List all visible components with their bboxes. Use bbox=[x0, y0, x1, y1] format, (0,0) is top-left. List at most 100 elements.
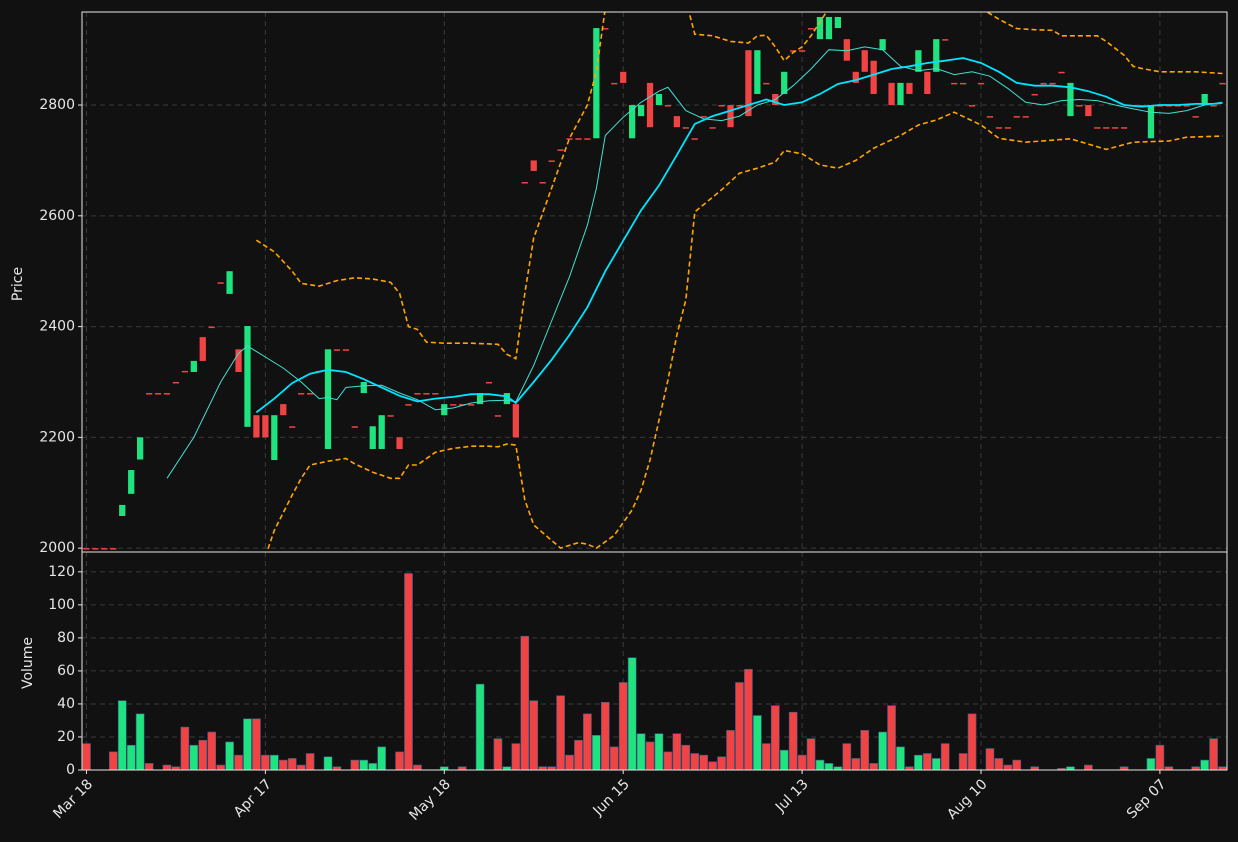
candle bbox=[682, 127, 689, 129]
volume-bar bbox=[1012, 759, 1022, 771]
volume-bar bbox=[753, 715, 762, 771]
volume-bar bbox=[940, 743, 950, 771]
candle bbox=[1040, 82, 1047, 85]
candle bbox=[781, 71, 788, 94]
candle bbox=[620, 71, 627, 83]
candle bbox=[646, 82, 654, 128]
volume-bar bbox=[627, 657, 637, 771]
volume-bar bbox=[851, 758, 861, 771]
candle bbox=[602, 28, 609, 30]
candle bbox=[396, 437, 403, 449]
candle bbox=[942, 39, 949, 41]
candle bbox=[1013, 116, 1020, 118]
candle bbox=[888, 82, 895, 106]
candle bbox=[485, 381, 493, 384]
volume-bar bbox=[645, 741, 655, 771]
volume-bar bbox=[296, 764, 306, 771]
price-axis-label: Price bbox=[10, 267, 26, 301]
candle bbox=[986, 116, 994, 118]
candle bbox=[1085, 105, 1092, 117]
candle bbox=[101, 548, 108, 550]
volume-bar bbox=[207, 731, 217, 771]
volume-bar bbox=[717, 756, 726, 771]
candle bbox=[816, 16, 824, 40]
candle bbox=[548, 160, 555, 162]
volume-bar bbox=[413, 764, 422, 771]
volume-bar bbox=[1146, 758, 1156, 771]
volume-bar bbox=[788, 711, 798, 771]
candle bbox=[825, 16, 833, 40]
candle bbox=[450, 404, 457, 406]
y-tick-label: 2600 bbox=[39, 208, 75, 224]
volume-bar bbox=[511, 743, 521, 771]
volume-bar bbox=[189, 744, 199, 771]
volume-bar bbox=[108, 751, 118, 771]
candle bbox=[235, 349, 242, 372]
volume-bar bbox=[985, 748, 995, 771]
candle bbox=[199, 337, 206, 361]
candle bbox=[1210, 105, 1217, 107]
y-tick-label: 20 bbox=[57, 729, 75, 745]
volume-bar bbox=[287, 758, 297, 771]
candle bbox=[718, 105, 725, 107]
volume-bar bbox=[475, 683, 485, 771]
candle bbox=[494, 415, 502, 417]
candle bbox=[1201, 93, 1208, 106]
candle bbox=[1192, 116, 1199, 118]
volume-bar bbox=[225, 741, 234, 771]
volume-bar bbox=[690, 753, 700, 771]
volume-axis-label: Volume bbox=[20, 637, 36, 689]
volume-bar bbox=[923, 753, 932, 771]
candle bbox=[306, 393, 314, 395]
candle bbox=[1049, 82, 1056, 85]
candle bbox=[1120, 127, 1128, 129]
candle bbox=[959, 82, 967, 85]
overlay-line bbox=[255, 57, 1223, 414]
volume-bar bbox=[744, 668, 753, 771]
candle bbox=[530, 160, 537, 171]
candle bbox=[378, 415, 385, 449]
candle bbox=[280, 404, 287, 416]
candle bbox=[208, 326, 215, 329]
candle bbox=[629, 105, 636, 139]
volume-bar bbox=[234, 754, 243, 771]
volume-bar bbox=[305, 753, 315, 771]
volume-bar bbox=[117, 700, 127, 771]
candle bbox=[163, 393, 171, 395]
candle bbox=[387, 415, 394, 417]
candle bbox=[933, 39, 940, 72]
volume-bar bbox=[359, 759, 369, 771]
candle bbox=[843, 39, 850, 61]
candle bbox=[915, 50, 922, 72]
candle bbox=[503, 393, 511, 405]
candle bbox=[736, 105, 743, 107]
volume-bar bbox=[914, 754, 923, 771]
volume-bar bbox=[592, 735, 601, 771]
candle bbox=[145, 393, 153, 395]
y-tick-label: 2000 bbox=[39, 540, 75, 556]
candle bbox=[467, 404, 475, 406]
volume-bar bbox=[681, 744, 691, 771]
candle bbox=[566, 138, 573, 140]
volume-bar bbox=[860, 730, 870, 771]
candle bbox=[253, 415, 260, 438]
candle bbox=[342, 349, 350, 351]
candle bbox=[405, 404, 412, 406]
volume-bar bbox=[404, 573, 413, 771]
candle bbox=[870, 60, 877, 94]
volume-bar bbox=[967, 713, 977, 771]
candle bbox=[852, 71, 859, 83]
candle bbox=[226, 271, 233, 294]
volume-bar bbox=[278, 759, 288, 771]
volume-bar bbox=[824, 763, 834, 771]
volume-bar bbox=[269, 754, 279, 771]
y-tick-label: 2800 bbox=[39, 97, 75, 113]
candle bbox=[190, 360, 197, 372]
volume-bar bbox=[135, 713, 145, 771]
volume-bar bbox=[126, 744, 136, 771]
candle bbox=[1112, 127, 1119, 129]
candle bbox=[968, 105, 976, 107]
volume-bar bbox=[887, 705, 896, 771]
volume-frame bbox=[81, 551, 1228, 771]
